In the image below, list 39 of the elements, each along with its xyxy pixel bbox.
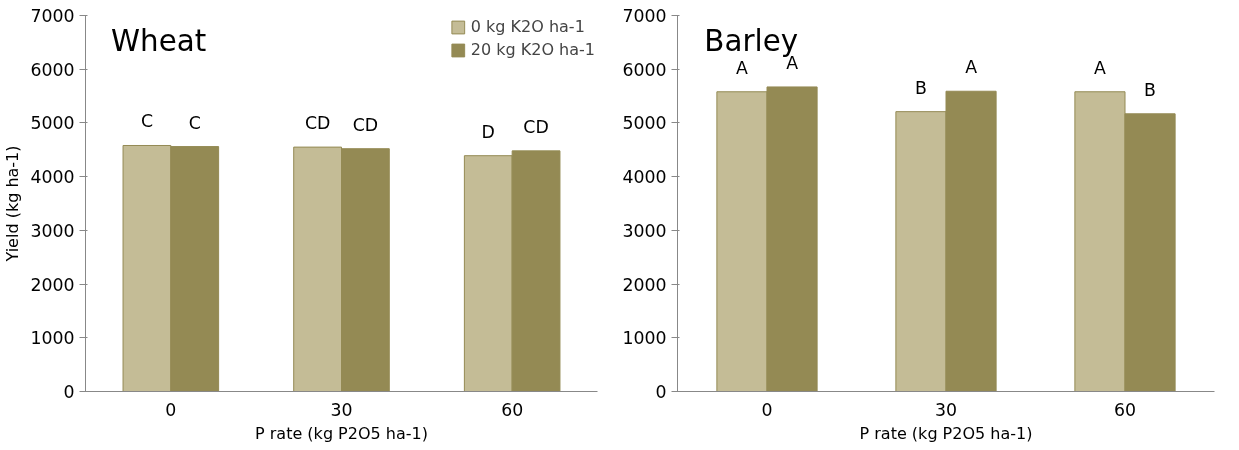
y-tick-label: 3000: [622, 220, 667, 241]
x-tick-label: 0: [761, 399, 773, 420]
x-tick-label: 60: [501, 399, 524, 420]
y-tick-label: 0: [63, 382, 75, 402]
y-tick-label: 4000: [30, 167, 75, 188]
y-tick-label: 7000: [30, 6, 75, 26]
x-tick-label: 30: [330, 399, 353, 420]
y-tick-label: 1000: [622, 328, 667, 349]
annotation: A: [965, 57, 978, 78]
legend-label: 0 kg K2O ha-1: [470, 17, 585, 36]
x-tick-label: 30: [934, 399, 958, 420]
y-tick-label: 6000: [30, 59, 75, 80]
y-tick-label: 6000: [622, 59, 667, 80]
annotation: B: [915, 77, 927, 98]
annotation: C: [188, 112, 201, 133]
legend-label: 20 kg K2O ha-1: [470, 40, 595, 59]
annotation: A: [1094, 57, 1107, 78]
annotation: C: [140, 111, 153, 132]
annotation: CD: [523, 116, 549, 137]
y-tick-label: 1000: [30, 328, 75, 349]
y-tick-label: 4000: [622, 167, 667, 188]
annotation: CD: [352, 114, 379, 135]
annotation: B: [1144, 79, 1157, 100]
y-axis-title: Yield (kg ha-1): [3, 145, 23, 263]
x-tick-label: 0: [165, 399, 177, 420]
y-tick-label: 5000: [30, 113, 75, 134]
y-tick-label: 0: [655, 382, 667, 402]
y-tick-label: 3000: [30, 220, 75, 241]
annotation: D: [481, 121, 495, 142]
x-axis-title: P rate (kg P2O5 ha-1): [255, 423, 428, 443]
chart-title: Wheat: [111, 23, 207, 58]
y-tick-label: 2000: [30, 274, 75, 295]
annotation: A: [736, 57, 749, 78]
y-tick-label: 2000: [622, 274, 667, 295]
y-tick-label: 7000: [622, 6, 667, 26]
x-tick-label: 60: [1113, 399, 1137, 420]
x-axis-title: P rate (kg P2O5 ha-1): [859, 423, 1033, 443]
annotation: CD: [304, 113, 331, 134]
y-tick-label: 5000: [622, 113, 667, 134]
